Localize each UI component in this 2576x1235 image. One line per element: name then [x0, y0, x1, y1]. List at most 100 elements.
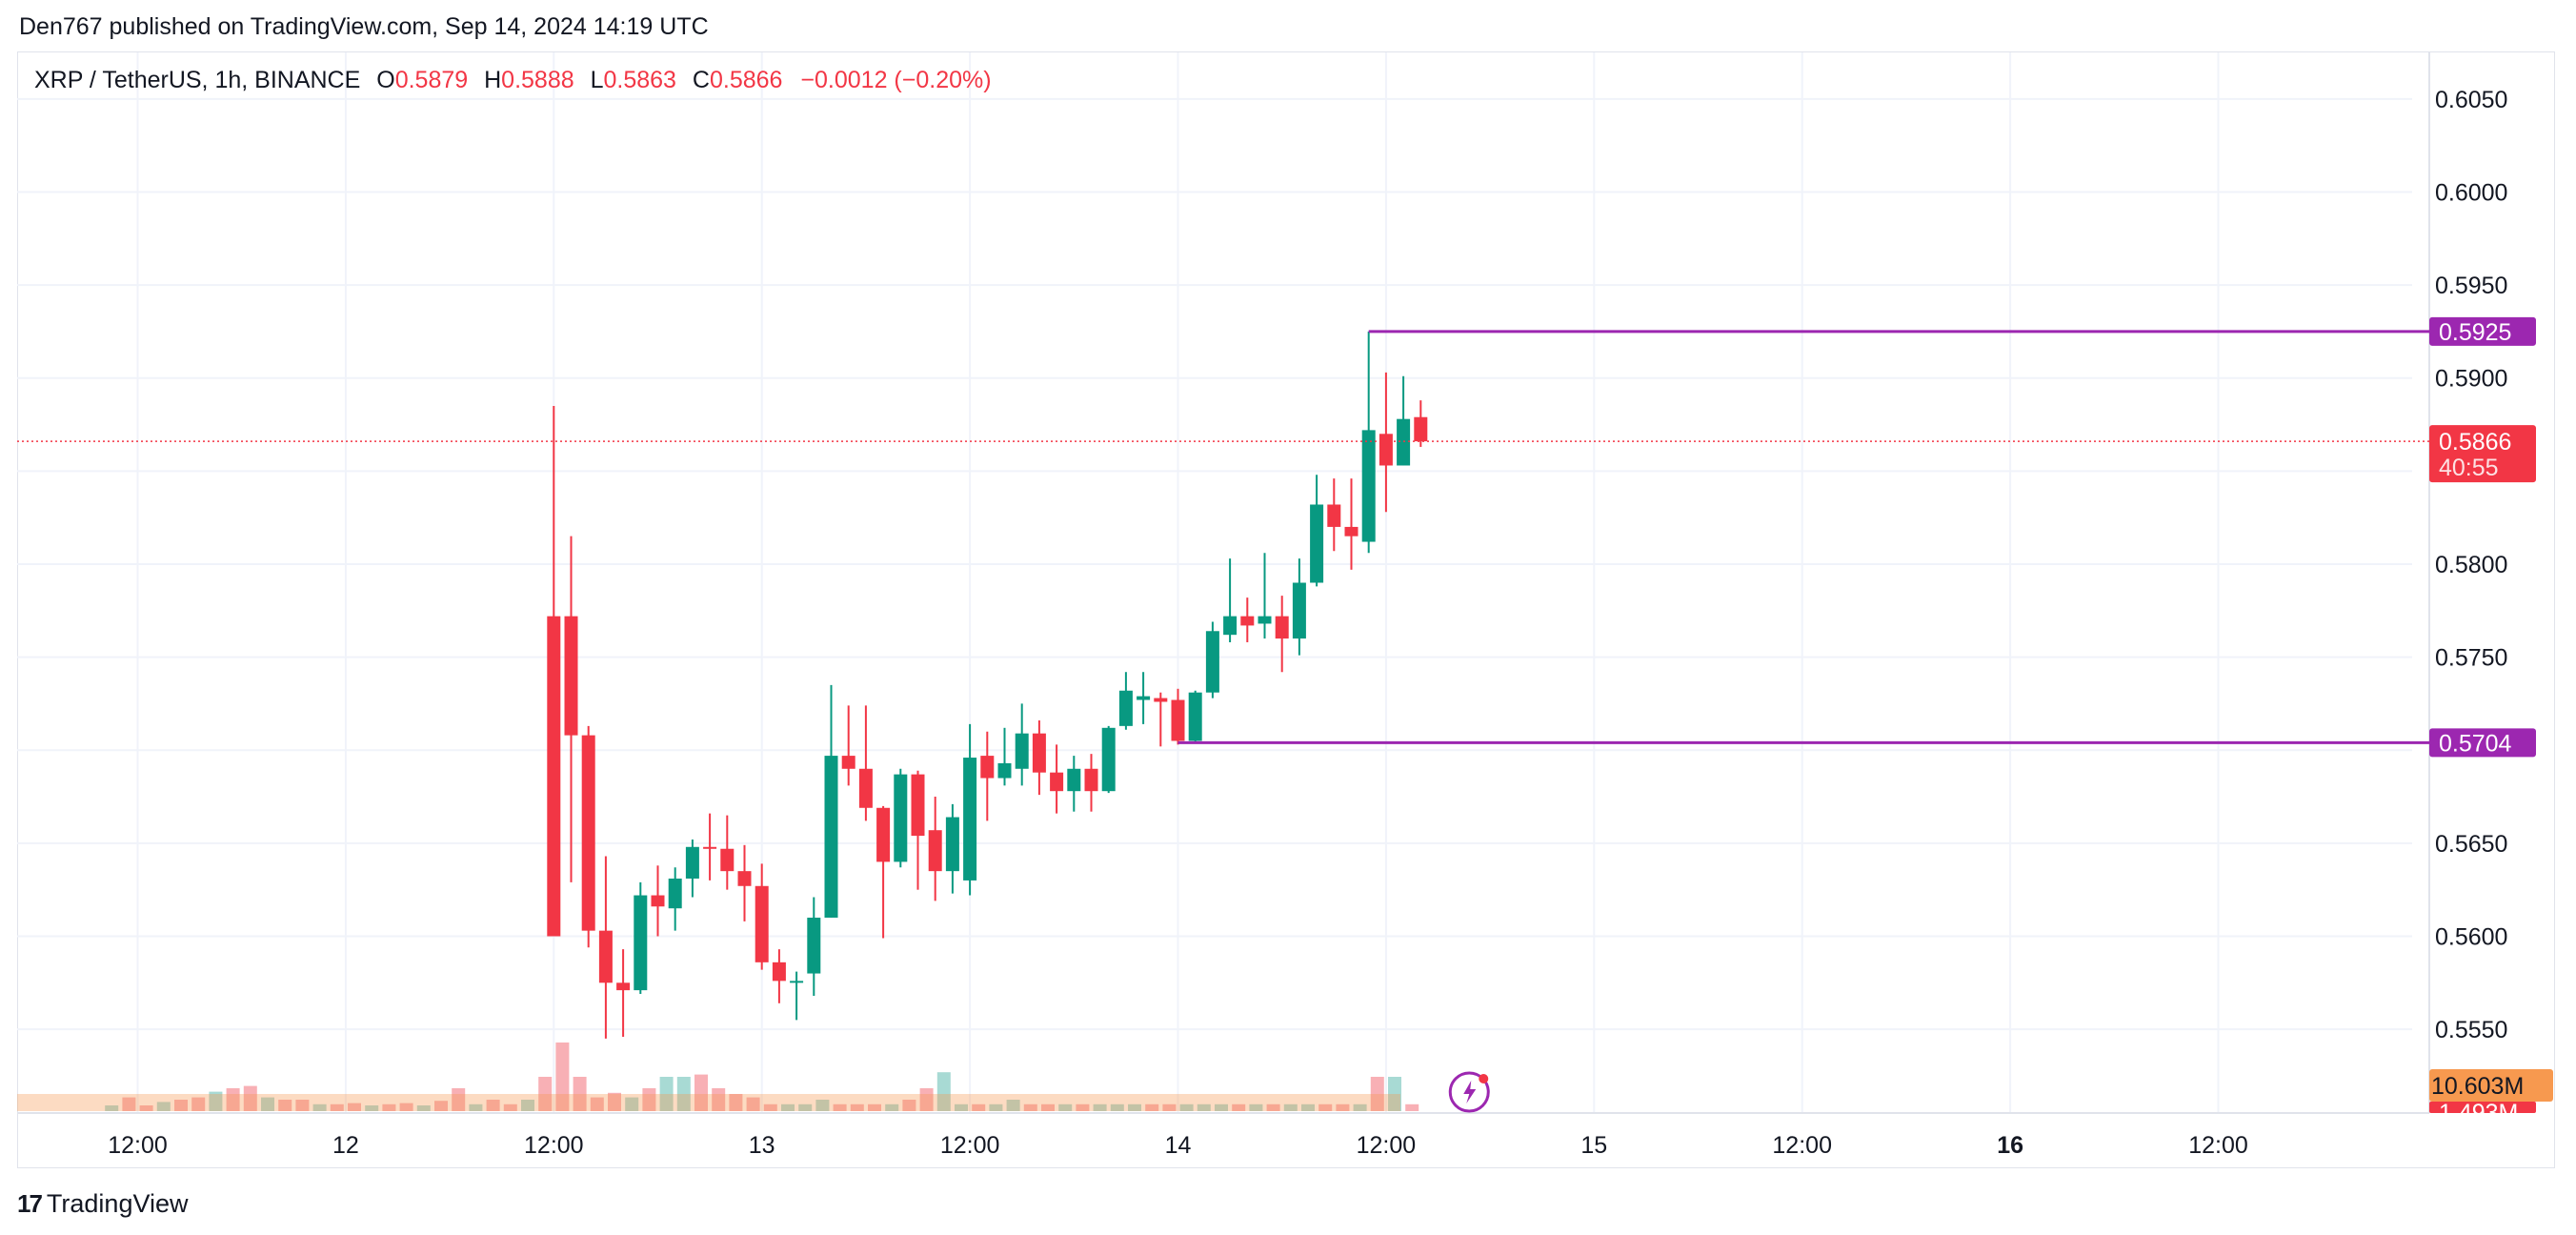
- y-tick-label: 0.5550: [2435, 1017, 2507, 1043]
- candle-body: [1414, 416, 1428, 442]
- symbol-name[interactable]: XRP / TetherUS, 1h, BINANCE: [34, 67, 361, 93]
- candle-body: [651, 895, 665, 907]
- volume-bar: [555, 1043, 570, 1111]
- volume-bar: [919, 1088, 934, 1111]
- x-tick-label: 12:00: [1772, 1132, 1832, 1159]
- candle-body: [1344, 526, 1358, 537]
- volume-bar: [1023, 1103, 1037, 1111]
- chart-frame: [17, 51, 2555, 1168]
- volume-bar: [989, 1103, 1003, 1111]
- close-value: 0.5866: [709, 67, 783, 93]
- notification-dot: [1479, 1074, 1489, 1083]
- level-badge: [2429, 728, 2536, 758]
- volume-bar: [1162, 1103, 1177, 1111]
- x-tick-label: 14: [1165, 1132, 1192, 1159]
- countdown-text: 40:55: [2439, 455, 2499, 481]
- x-tick-label: 13: [749, 1132, 775, 1159]
- volume-bar: [608, 1092, 621, 1111]
- volume-bar: [1197, 1103, 1211, 1111]
- low-label: L: [590, 67, 604, 93]
- last-price-badge: [2429, 425, 2536, 483]
- candle-body: [720, 848, 735, 872]
- volume-bar: [676, 1077, 691, 1111]
- candle-body: [980, 756, 995, 779]
- candle-body: [547, 616, 561, 937]
- volume-bar: [295, 1100, 310, 1111]
- candle-body: [876, 807, 891, 862]
- change-value: −0.0012 (−0.20%): [800, 67, 992, 93]
- candle-body: [1310, 504, 1324, 583]
- x-tick-label: 12:00: [108, 1132, 168, 1159]
- volume-bar: [815, 1100, 830, 1111]
- candle-body: [1361, 430, 1376, 542]
- volume-bar: [902, 1100, 916, 1111]
- candle-body: [581, 735, 595, 931]
- volume-bar: [955, 1103, 968, 1111]
- volume-bar: [122, 1097, 136, 1111]
- candle-body: [858, 768, 873, 808]
- volume-bar: [625, 1097, 639, 1111]
- volume-bar: [1353, 1103, 1367, 1111]
- volume-bar: [1076, 1103, 1090, 1111]
- high-value: 0.5888: [501, 67, 574, 93]
- volume-badge-2-text: 1.493M: [2439, 1100, 2518, 1126]
- volume-bar: [798, 1103, 813, 1111]
- volume-bar: [1336, 1103, 1350, 1111]
- x-tick-label: 12:00: [524, 1132, 584, 1159]
- volume-bar: [1405, 1103, 1419, 1111]
- candle-body: [963, 758, 977, 881]
- x-tick-label: 16: [1997, 1132, 2023, 1159]
- volume-bar: [1128, 1103, 1141, 1111]
- volume-bar: [729, 1094, 743, 1111]
- volume-bar: [1110, 1103, 1124, 1111]
- y-tick-label: 0.6050: [2435, 87, 2507, 113]
- volume-bar: [365, 1105, 379, 1111]
- x-tick-label: 12:00: [1357, 1132, 1417, 1159]
- candle-body: [598, 930, 613, 983]
- last-price-text: 0.5866: [2439, 429, 2511, 456]
- volume-bar: [382, 1103, 396, 1111]
- close-label: C: [692, 67, 710, 93]
- x-tick-label: 15: [1580, 1132, 1607, 1159]
- volume-bar: [191, 1097, 206, 1111]
- volume-bar: [521, 1100, 534, 1111]
- volume-bar: [399, 1103, 413, 1111]
- volume-bar: [486, 1100, 500, 1111]
- candle-body: [1397, 418, 1411, 466]
- candle-body: [1258, 616, 1272, 624]
- volume-bar: [503, 1103, 517, 1111]
- candle-body: [1067, 768, 1081, 792]
- candle-body: [945, 817, 959, 872]
- candle-body: [928, 830, 942, 872]
- volume-bar: [1215, 1103, 1228, 1111]
- volume-badge-text: 10.603M: [2431, 1073, 2524, 1100]
- candle-body: [634, 895, 648, 991]
- y-tick-label: 0.5800: [2435, 552, 2507, 578]
- volume-bar: [763, 1103, 777, 1111]
- volume-bar: [1266, 1103, 1280, 1111]
- candle-body: [1275, 616, 1289, 639]
- candle-body: [755, 885, 769, 962]
- volume-bar: [694, 1074, 708, 1111]
- volume-bar: [434, 1101, 448, 1111]
- candle-body: [1015, 733, 1029, 769]
- volume-bar: [278, 1100, 292, 1111]
- lightning-bolt: [1463, 1081, 1477, 1103]
- candle-body: [911, 774, 925, 837]
- level-badge-text: 0.5704: [2439, 730, 2512, 757]
- candle-body: [737, 871, 752, 886]
- volume-bar: [261, 1097, 274, 1111]
- level-badge-text: 0.5925: [2439, 319, 2511, 346]
- volume-bar: [538, 1077, 553, 1111]
- tradingview-footer[interactable]: 17 TradingView: [17, 1189, 189, 1218]
- volume-bar: [1232, 1103, 1246, 1111]
- high-label: H: [484, 67, 502, 93]
- volume-bar: [452, 1088, 466, 1111]
- candle-body: [824, 756, 838, 918]
- candle-body: [1137, 696, 1151, 700]
- candle-body: [772, 962, 786, 982]
- volume-bar: [156, 1102, 171, 1111]
- candle-body: [1292, 582, 1306, 639]
- volume-bar: [746, 1097, 760, 1111]
